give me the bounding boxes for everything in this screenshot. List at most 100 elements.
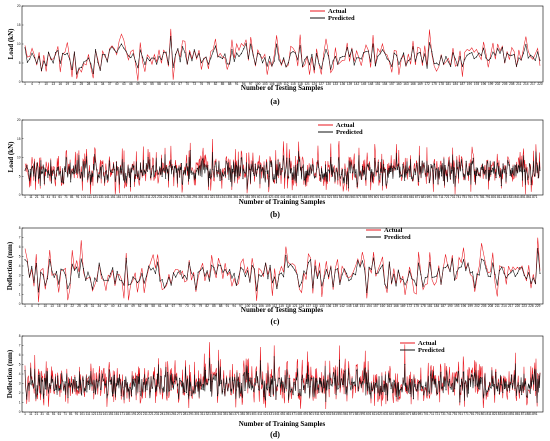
predicted-point xyxy=(364,367,366,369)
x-tick-label: 601 xyxy=(366,412,372,416)
predicted-point xyxy=(101,165,103,167)
x-tick-label: 61 xyxy=(164,82,168,86)
predicted-point xyxy=(451,258,453,260)
x-tick-label: 160 xyxy=(396,82,402,86)
predicted-point xyxy=(143,382,145,384)
predicted-point xyxy=(344,370,346,372)
x-tick-label: 67 xyxy=(172,304,176,308)
x-tick-label: 112 xyxy=(272,304,277,308)
x-tick-label: 184 xyxy=(453,82,459,86)
x-tick-label: 136 xyxy=(326,304,332,308)
predicted-point xyxy=(433,163,436,166)
x-tick-label: 163 xyxy=(403,82,409,86)
predicted-point xyxy=(379,173,381,175)
predicted-point xyxy=(31,52,33,54)
predicted-point xyxy=(419,51,421,53)
predicted-point xyxy=(321,171,323,173)
predicted-point xyxy=(233,170,235,173)
predicted-point xyxy=(94,161,96,163)
x-tick-label: 571 xyxy=(349,412,355,416)
predicted-point xyxy=(95,49,97,51)
predicted-point xyxy=(507,384,509,386)
predicted-point xyxy=(379,53,381,55)
predicted-point xyxy=(207,165,209,167)
predicted-point xyxy=(312,165,314,167)
x-tick-label: 791 xyxy=(485,195,491,199)
predicted-point xyxy=(390,388,392,390)
x-tick-label: 401 xyxy=(257,195,263,199)
y-tick-label: 5 xyxy=(19,174,21,178)
predicted-point xyxy=(282,381,284,383)
predicted-point xyxy=(78,277,80,279)
x-tick-label: 31 xyxy=(41,195,45,199)
predicted-point xyxy=(318,63,320,65)
predicted-point xyxy=(388,381,390,383)
predicted-point xyxy=(395,395,397,398)
predicted-point xyxy=(512,382,514,385)
predicted-point xyxy=(430,374,432,376)
predicted-point xyxy=(53,276,55,278)
predicted-point xyxy=(448,164,450,166)
predicted-point xyxy=(71,172,74,174)
x-tick-label: 841 xyxy=(514,195,520,199)
predicted-point xyxy=(146,389,148,391)
x-tick-label: 481 xyxy=(297,412,303,416)
predicted-point xyxy=(513,173,515,175)
predicted-point xyxy=(290,388,292,390)
x-tick-label: 130 xyxy=(326,82,332,86)
x-tick-label: 190 xyxy=(467,82,473,86)
x-tick-label: 281 xyxy=(186,195,192,199)
x-tick-label: 311 xyxy=(200,412,205,416)
predicted-point xyxy=(298,286,300,288)
x-tick-label: 13 xyxy=(50,304,54,308)
predicted-point xyxy=(224,175,226,177)
predicted-point xyxy=(391,282,393,284)
predicted-point xyxy=(292,266,294,268)
predicted-point xyxy=(47,176,49,178)
predicted-point xyxy=(377,272,379,274)
predicted-point xyxy=(364,268,366,270)
predicted-point xyxy=(70,382,72,385)
predicted-point xyxy=(395,169,397,171)
predicted-point xyxy=(400,387,402,389)
predicted-point xyxy=(454,388,456,390)
predicted-point xyxy=(266,65,268,67)
predicted-point xyxy=(418,382,420,384)
x-tick-label: 611 xyxy=(372,412,377,416)
x-tick-label: 76 xyxy=(200,82,204,86)
predicted-point xyxy=(179,176,181,178)
predicted-point xyxy=(184,51,186,53)
x-tick-label: 841 xyxy=(504,412,510,416)
x-tick-label: 28 xyxy=(87,82,91,86)
y-tick-label: 20 xyxy=(17,118,21,122)
predicted-point xyxy=(181,277,183,279)
predicted-point xyxy=(186,392,188,394)
y-axis-title-d: Deflection (mm) xyxy=(6,349,14,398)
predicted-point xyxy=(374,65,376,67)
predicted-point xyxy=(392,392,394,394)
x-tick-label: 52 xyxy=(143,82,147,86)
predicted-point xyxy=(215,273,217,275)
x-tick-label: 199 xyxy=(488,82,494,86)
predicted-point xyxy=(433,276,435,278)
predicted-point xyxy=(245,162,248,164)
predicted-point xyxy=(487,59,489,62)
predicted-point xyxy=(477,174,480,176)
predicted-point xyxy=(43,182,45,184)
x-tick-label: 34 xyxy=(101,82,105,86)
predicted-point xyxy=(476,174,478,177)
predicted-point xyxy=(136,176,139,178)
predicted-point xyxy=(208,280,210,282)
x-tick-label: 139 xyxy=(347,82,353,86)
x-tick-label: 229 xyxy=(535,304,541,308)
predicted-point xyxy=(214,45,217,47)
predicted-point xyxy=(461,65,463,67)
predicted-point xyxy=(440,371,442,373)
x-tick-label: 64 xyxy=(171,82,175,86)
predicted-point xyxy=(29,58,31,60)
predicted-point xyxy=(372,43,374,45)
predicted-point xyxy=(383,164,385,166)
y-tick-label: 5 xyxy=(19,363,21,367)
predicted-point xyxy=(165,367,167,369)
predicted-point xyxy=(339,57,341,59)
